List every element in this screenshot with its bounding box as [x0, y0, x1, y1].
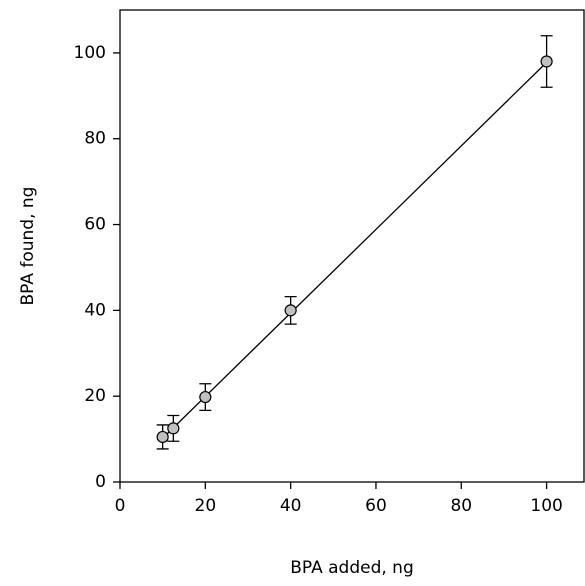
y-axis-title: BPA found, ng — [18, 187, 38, 306]
x-tick-label: 80 — [450, 496, 472, 516]
data-point — [199, 390, 212, 404]
plot-frame — [119, 9, 585, 483]
y-tick-label: 0 — [95, 472, 106, 492]
x-tick-label: 0 — [115, 496, 126, 516]
fit-line — [162, 61, 548, 439]
x-tick-label: 20 — [195, 496, 217, 516]
y-tick-label: 20 — [84, 386, 106, 406]
y-tick-label: 100 — [74, 43, 106, 63]
y-tick-label: 60 — [84, 215, 106, 235]
x-tick-label: 60 — [365, 496, 387, 516]
y-tick-label: 80 — [84, 129, 106, 149]
data-point — [156, 430, 169, 444]
data-point — [540, 55, 553, 68]
x-axis-title: BPA added, ng — [290, 558, 413, 578]
data-point — [284, 304, 297, 317]
y-tick-label: 40 — [84, 300, 106, 320]
x-tick-label: 40 — [280, 496, 302, 516]
x-tick-label: 100 — [530, 496, 562, 516]
data-point — [167, 422, 180, 435]
